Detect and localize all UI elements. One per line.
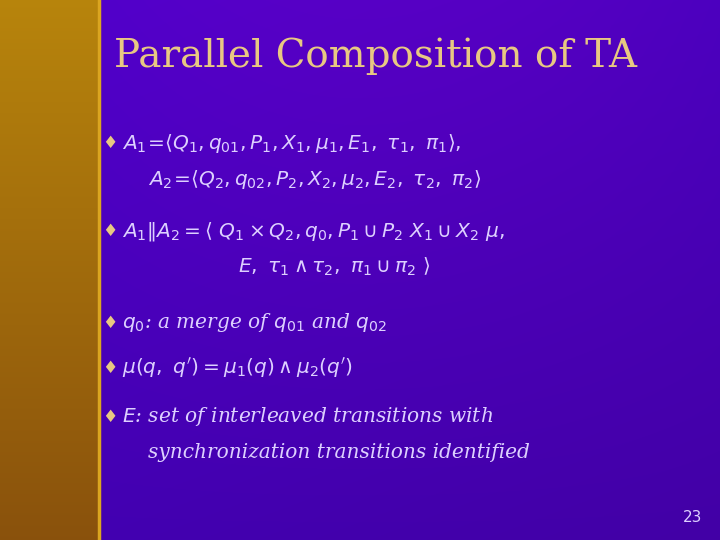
Text: ♦: ♦ <box>102 359 117 377</box>
Text: $A_1 \| A_2 = \langle\ Q_1 \times Q_2, q_0, P_1 \cup P_2\ X_1 \cup X_2\ \mu,$: $A_1 \| A_2 = \langle\ Q_1 \times Q_2, q… <box>122 220 505 242</box>
Text: ♦: ♦ <box>102 222 117 240</box>
Text: Parallel Composition of TA: Parallel Composition of TA <box>114 38 636 76</box>
Text: $\mu(q,\ q') = \mu_1(q) \wedge \mu_2(q')$: $\mu(q,\ q') = \mu_1(q) \wedge \mu_2(q')… <box>122 356 354 380</box>
Text: $A_2\!=\!\langle Q_2, q_{02}, P_2, X_2, \mu_2, E_2,\ \tau_2,\ \pi_2\rangle$: $A_2\!=\!\langle Q_2, q_{02}, P_2, X_2, … <box>148 168 481 191</box>
Text: ♦: ♦ <box>102 314 117 332</box>
Text: synchronization transitions identified: synchronization transitions identified <box>148 443 529 462</box>
Text: $E,\ \tau_1 \wedge \tau_2,\ \pi_1 \cup \pi_2\ \rangle$: $E,\ \tau_1 \wedge \tau_2,\ \pi_1 \cup \… <box>238 256 431 279</box>
Text: ♦: ♦ <box>102 408 117 426</box>
Text: $A_1\!=\!\langle Q_1, q_{01}, P_1, X_1, \mu_1, E_1,\ \tau_1,\ \pi_1\rangle,$: $A_1\!=\!\langle Q_1, q_{01}, P_1, X_1, … <box>122 132 462 154</box>
Text: 23: 23 <box>683 510 702 525</box>
Text: $q_0$: a merge of $q_{01}$ and $q_{02}$: $q_0$: a merge of $q_{01}$ and $q_{02}$ <box>122 312 387 334</box>
Text: $E$: set of interleaved transitions with: $E$: set of interleaved transitions with <box>122 406 493 428</box>
Text: ♦: ♦ <box>102 134 117 152</box>
